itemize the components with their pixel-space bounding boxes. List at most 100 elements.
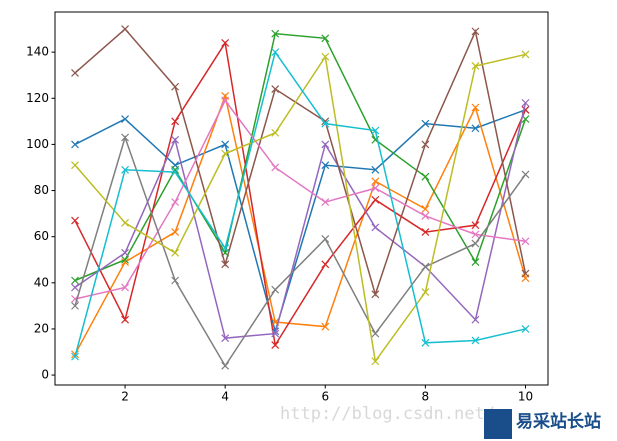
point-marker bbox=[71, 161, 79, 170]
point-marker bbox=[121, 255, 129, 264]
point-marker bbox=[421, 205, 430, 213]
series-line bbox=[74, 109, 526, 334]
logo-text: 易采站长站 bbox=[516, 411, 601, 432]
point-marker bbox=[321, 322, 330, 331]
point-marker bbox=[221, 140, 230, 149]
point-marker bbox=[121, 315, 129, 324]
point-marker bbox=[371, 184, 380, 193]
point-marker bbox=[421, 119, 430, 128]
point-marker bbox=[371, 223, 380, 232]
point-marker bbox=[221, 38, 230, 47]
point-marker bbox=[521, 98, 530, 107]
x-tick-label: 10 bbox=[518, 390, 533, 404]
point-marker bbox=[221, 334, 230, 343]
point-marker bbox=[471, 103, 480, 112]
point-marker bbox=[471, 315, 480, 324]
point-marker bbox=[321, 260, 330, 269]
point-marker bbox=[271, 329, 280, 338]
y-tick-label: 0 bbox=[41, 368, 49, 382]
series-line bbox=[74, 40, 527, 348]
point-marker bbox=[421, 140, 430, 149]
point-marker bbox=[321, 140, 330, 149]
point-marker bbox=[121, 248, 129, 257]
series-line bbox=[74, 50, 526, 357]
point-marker bbox=[471, 62, 480, 70]
point-marker bbox=[371, 195, 380, 204]
point-marker bbox=[371, 177, 380, 186]
point-marker bbox=[471, 239, 480, 248]
x-tick-label: 4 bbox=[221, 390, 229, 404]
point-marker bbox=[121, 283, 129, 292]
point-marker bbox=[471, 258, 480, 266]
point-marker bbox=[421, 211, 430, 220]
point-marker bbox=[521, 237, 530, 246]
point-marker bbox=[71, 352, 79, 361]
point-marker bbox=[371, 165, 380, 174]
point-marker bbox=[321, 161, 330, 170]
point-marker bbox=[171, 228, 180, 236]
point-marker bbox=[521, 170, 530, 179]
point-marker bbox=[221, 361, 230, 370]
point-marker bbox=[121, 115, 129, 123]
y-tick-label: 120 bbox=[26, 91, 49, 105]
point-marker bbox=[221, 260, 230, 269]
point-marker bbox=[171, 276, 180, 285]
point-marker bbox=[421, 338, 430, 347]
y-tick-label: 20 bbox=[34, 321, 49, 335]
point-marker bbox=[421, 262, 430, 271]
point-marker bbox=[421, 172, 430, 181]
point-marker bbox=[171, 135, 180, 144]
point-marker bbox=[471, 221, 480, 230]
watermark: http://blog.csdn.net/ bbox=[280, 404, 495, 424]
point-marker bbox=[521, 325, 530, 333]
logo-icon bbox=[484, 409, 512, 439]
point-marker bbox=[271, 341, 280, 350]
point-marker bbox=[271, 29, 280, 38]
point-marker bbox=[371, 290, 380, 299]
point-marker bbox=[121, 165, 129, 174]
point-marker bbox=[221, 96, 230, 105]
point-marker bbox=[321, 119, 330, 128]
point-marker bbox=[371, 357, 380, 366]
point-marker bbox=[371, 126, 380, 135]
point-marker bbox=[271, 128, 280, 137]
point-marker bbox=[321, 198, 330, 206]
point-marker bbox=[471, 27, 480, 36]
series-line bbox=[74, 93, 527, 355]
point-marker bbox=[221, 149, 230, 158]
point-marker bbox=[171, 82, 180, 91]
point-marker bbox=[371, 329, 380, 338]
series-line bbox=[74, 32, 527, 282]
point-marker bbox=[271, 163, 280, 172]
series-line bbox=[74, 102, 527, 339]
point-marker bbox=[121, 133, 129, 142]
series-line bbox=[74, 135, 527, 368]
point-marker bbox=[471, 124, 480, 133]
point-marker bbox=[271, 48, 280, 57]
point-marker bbox=[221, 244, 230, 253]
series-line bbox=[74, 99, 526, 300]
x-tick-label: 8 bbox=[422, 390, 430, 404]
point-marker bbox=[71, 301, 79, 310]
point-marker bbox=[471, 230, 480, 239]
point-marker bbox=[171, 168, 180, 177]
point-marker bbox=[171, 117, 180, 126]
series-line bbox=[74, 53, 526, 364]
plot-area bbox=[71, 25, 530, 370]
point-marker bbox=[71, 216, 79, 225]
point-marker bbox=[71, 283, 79, 292]
point-marker bbox=[421, 228, 430, 236]
point-marker bbox=[171, 198, 180, 206]
x-tick-label: 2 bbox=[121, 390, 129, 404]
y-tick-label: 80 bbox=[34, 183, 49, 197]
point-marker bbox=[321, 34, 330, 43]
point-marker bbox=[71, 68, 79, 77]
point-marker bbox=[471, 336, 480, 345]
point-marker bbox=[121, 218, 129, 227]
point-marker bbox=[321, 235, 330, 243]
y-tick-label: 100 bbox=[26, 137, 49, 151]
point-marker bbox=[521, 50, 530, 59]
point-marker bbox=[271, 285, 280, 294]
point-marker bbox=[321, 52, 330, 61]
